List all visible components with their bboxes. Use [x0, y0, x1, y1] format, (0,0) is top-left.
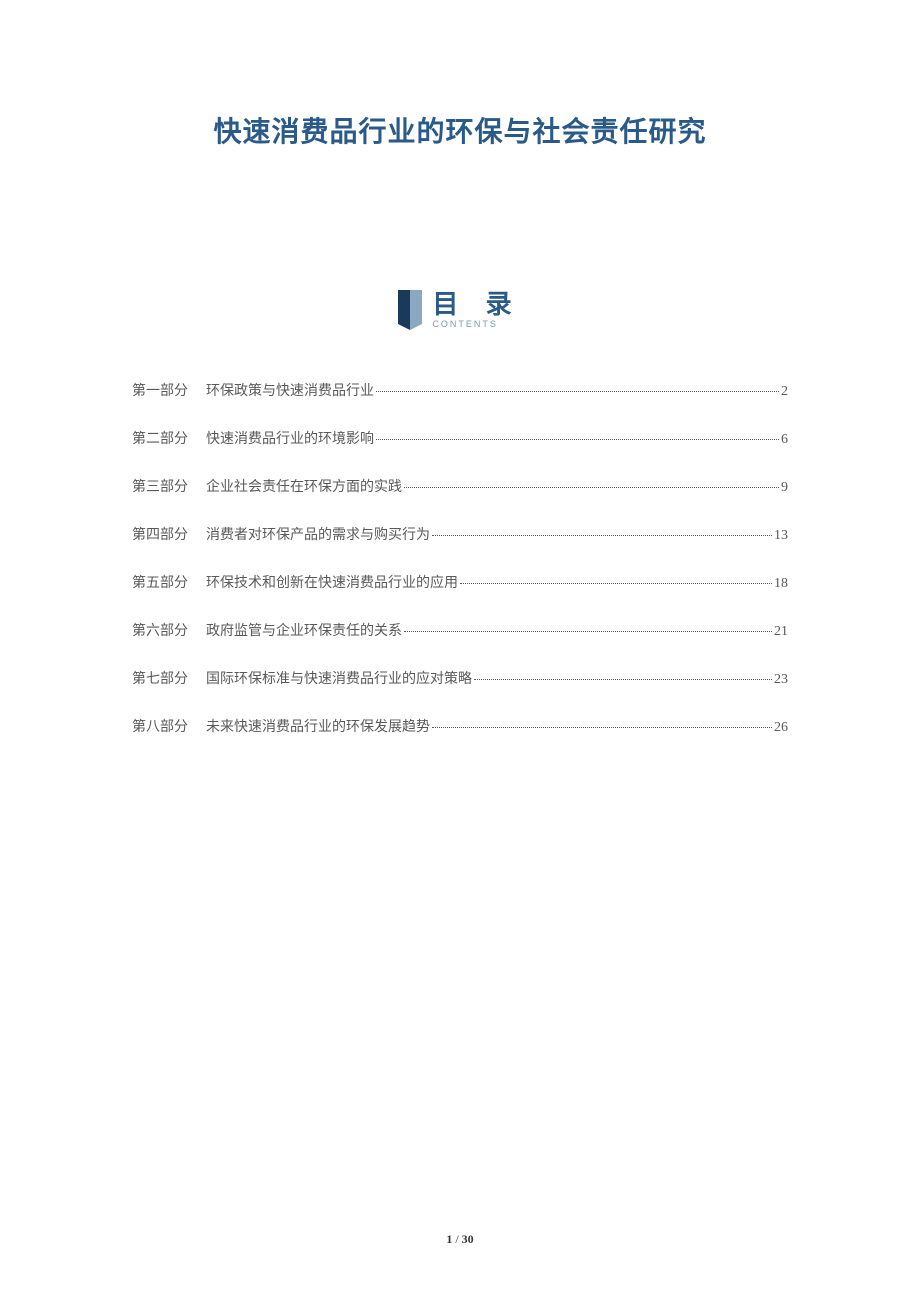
toc-item-text: 环保技术和创新在快速消费品行业的应用: [206, 572, 458, 592]
toc-leader-dots: [376, 439, 779, 440]
toc-leader-dots: [404, 487, 779, 488]
toc-part-label: 第二部分: [132, 428, 188, 448]
toc-item-text: 企业社会责任在环保方面的实践: [206, 476, 402, 496]
toc-item[interactable]: 第八部分 未来快速消费品行业的环保发展趋势 26: [132, 716, 788, 736]
toc-header: 目 录 CONTENTS: [120, 290, 800, 330]
document-title: 快速消费品行业的环保与社会责任研究: [120, 110, 800, 150]
toc-title: 目 录: [432, 291, 521, 317]
toc-icon: [398, 290, 422, 330]
page-total: 30: [462, 1232, 474, 1246]
toc-page-number: 18: [774, 576, 788, 592]
toc-part-label: 第六部分: [132, 620, 188, 640]
toc-item[interactable]: 第七部分 国际环保标准与快速消费品行业的应对策略 23: [132, 668, 788, 688]
toc-page-number: 26: [774, 720, 788, 736]
toc-item[interactable]: 第四部分 消费者对环保产品的需求与购买行为 13: [132, 524, 788, 544]
toc-subtitle: CONTENTS: [432, 319, 498, 329]
toc-item[interactable]: 第一部分 环保政策与快速消费品行业 2: [132, 380, 788, 400]
toc-list: 第一部分 环保政策与快速消费品行业 2 第二部分 快速消费品行业的环境影响 6 …: [120, 380, 800, 736]
toc-item-text: 环保政策与快速消费品行业: [206, 380, 374, 400]
toc-part-label: 第五部分: [132, 572, 188, 592]
toc-item[interactable]: 第三部分 企业社会责任在环保方面的实践 9: [132, 476, 788, 496]
toc-leader-dots: [432, 535, 772, 536]
toc-page-number: 6: [781, 432, 788, 448]
document-page: 快速消费品行业的环保与社会责任研究 目 录 CONTENTS 第一部分 环保政策…: [0, 0, 920, 1302]
toc-item[interactable]: 第六部分 政府监管与企业环保责任的关系 21: [132, 620, 788, 640]
toc-title-group: 目 录 CONTENTS: [432, 291, 521, 329]
toc-part-label: 第八部分: [132, 716, 188, 736]
toc-page-number: 9: [781, 480, 788, 496]
toc-item-text: 政府监管与企业环保责任的关系: [206, 620, 402, 640]
toc-page-number: 23: [774, 672, 788, 688]
toc-part-label: 第一部分: [132, 380, 188, 400]
toc-item[interactable]: 第五部分 环保技术和创新在快速消费品行业的应用 18: [132, 572, 788, 592]
toc-leader-dots: [432, 727, 772, 728]
toc-page-number: 13: [774, 528, 788, 544]
toc-item-text: 快速消费品行业的环境影响: [206, 428, 374, 448]
toc-item-text: 国际环保标准与快速消费品行业的应对策略: [206, 668, 472, 688]
toc-item-text: 未来快速消费品行业的环保发展趋势: [206, 716, 430, 736]
toc-leader-dots: [404, 631, 772, 632]
toc-page-number: 2: [781, 384, 788, 400]
toc-leader-dots: [376, 391, 779, 392]
toc-item[interactable]: 第二部分 快速消费品行业的环境影响 6: [132, 428, 788, 448]
toc-item-text: 消费者对环保产品的需求与购买行为: [206, 524, 430, 544]
toc-leader-dots: [460, 583, 772, 584]
toc-part-label: 第七部分: [132, 668, 188, 688]
toc-page-number: 21: [774, 624, 788, 640]
page-number: 1 / 30: [0, 1232, 920, 1247]
toc-part-label: 第三部分: [132, 476, 188, 496]
toc-leader-dots: [474, 679, 772, 680]
page-separator: /: [452, 1232, 461, 1246]
toc-part-label: 第四部分: [132, 524, 188, 544]
